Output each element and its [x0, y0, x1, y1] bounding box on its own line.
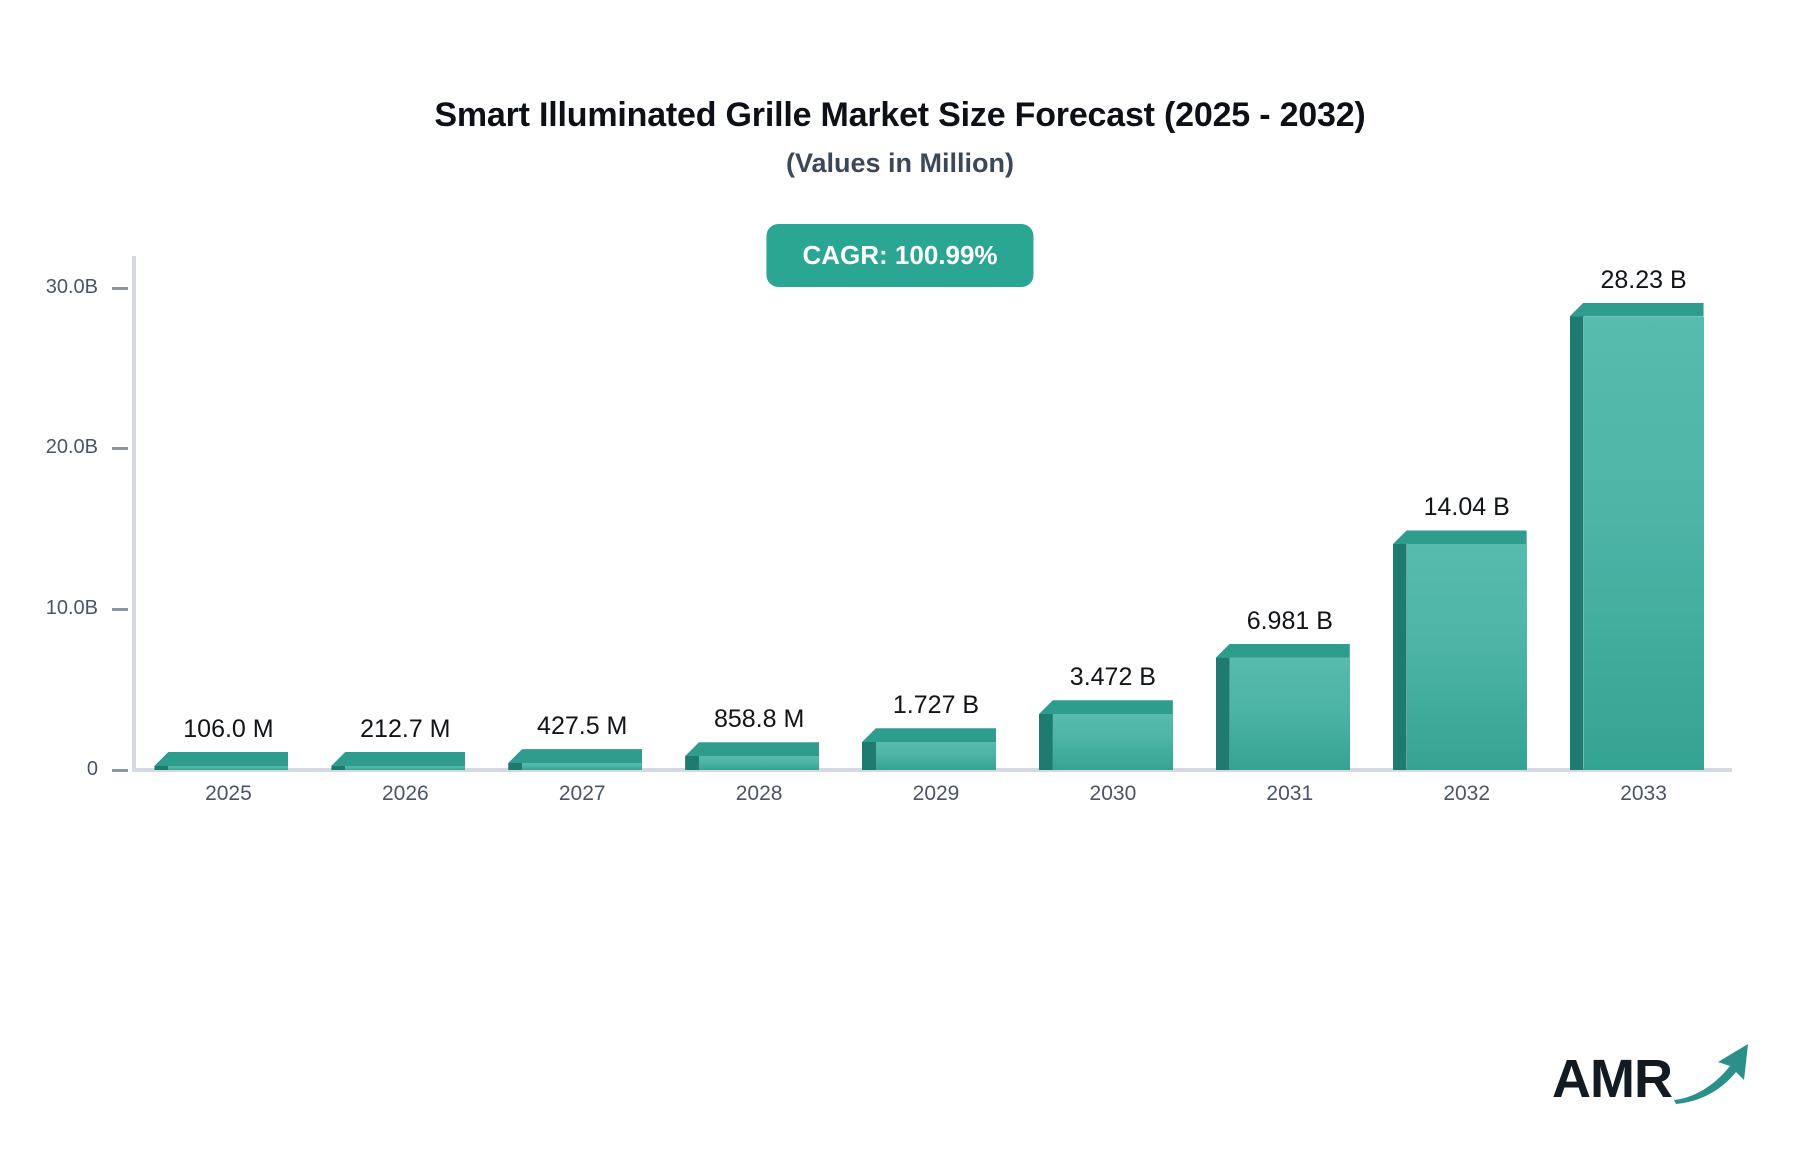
bar-front-face — [522, 763, 643, 770]
bar-value-label: 106.0 M — [183, 715, 274, 743]
bar-side-face — [1215, 643, 1230, 770]
bar-value-label: 212.7 M — [360, 715, 451, 743]
bar-top-face — [862, 728, 996, 743]
bar-slot: 858.8 M — [671, 256, 848, 770]
bar-top-face — [1569, 302, 1704, 317]
bar-side-face — [1392, 530, 1407, 770]
x-axis-label-2028: 2028 — [735, 782, 783, 805]
bar-slot: 106.0 M — [140, 256, 317, 770]
bar-top-face — [331, 752, 466, 766]
bar-front-face — [1406, 544, 1527, 770]
chart-subtitle: (Values in Million) — [785, 148, 1015, 178]
bar-slot: 212.7 M — [317, 256, 494, 770]
x-axis-label-2033: 2033 — [1620, 782, 1667, 805]
bar-body: 858.8 M — [685, 705, 820, 770]
x-axis-label-2029: 2029 — [912, 782, 960, 805]
bar-front-face — [1229, 657, 1350, 770]
bar-top-face — [154, 752, 289, 766]
x-axis-label-2030: 2030 — [1089, 782, 1137, 805]
bar-front-face — [168, 766, 289, 770]
bar-slot: 427.5 M — [494, 256, 671, 770]
bar-2030[interactable]: 3.472 B — [1038, 663, 1173, 770]
bar-body: 1.727 B — [862, 691, 996, 770]
bar-value-label: 1.727 B — [892, 691, 980, 720]
x-axis-label-2032: 2032 — [1443, 782, 1491, 805]
y-axis-tick-label: 10.0B — [45, 596, 98, 619]
y-axis-tick-mark — [112, 768, 128, 772]
bar-2027[interactable]: 427.5 M — [508, 712, 643, 770]
bar-front-face — [345, 766, 466, 770]
bar-value-label: 6.981 B — [1246, 606, 1333, 635]
bar-value-label: 427.5 M — [537, 712, 628, 741]
y-axis-tick-mark — [112, 607, 128, 611]
bar-body: 28.23 B — [1569, 266, 1704, 770]
bar-front-face — [876, 742, 996, 770]
growth-arrow-icon — [1674, 1044, 1748, 1104]
bar-value-label: 28.23 B — [1600, 265, 1687, 294]
bar-slot: 6.981 B — [1201, 256, 1378, 770]
bar-value-label: 858.8 M — [713, 705, 805, 734]
bar-value-label: 3.472 B — [1069, 663, 1156, 692]
x-axis-categories: 2025 2026 2027 2028 2029 2030 2031 2032 2033 — [140, 782, 1732, 806]
bar-top-face — [1038, 700, 1173, 715]
bar-series: 106.0 M 212.7 M 427.5 M 858.8 M 1.727 B 3.472… — [140, 256, 1732, 770]
bar-front-face — [1052, 714, 1173, 770]
bar-body: 427.5 M — [508, 712, 643, 770]
x-axis-line — [132, 768, 1732, 772]
x-axis-label-2031: 2031 — [1266, 782, 1314, 805]
bar-body: 6.981 B — [1215, 607, 1350, 770]
y-axis-tick-mark — [112, 286, 128, 290]
bar-2028[interactable]: 858.8 M — [685, 705, 820, 770]
amr-wordmark: AMR — [1552, 1049, 1673, 1109]
bar-2026[interactable]: 212.7 M — [331, 715, 466, 770]
bar-body: 3.472 B — [1038, 663, 1173, 770]
x-axis-label-2025: 2025 — [205, 782, 252, 805]
bar-front-face — [699, 756, 820, 770]
bar-top-face — [1392, 530, 1527, 545]
y-axis-line — [132, 256, 136, 770]
bar-slot: 3.472 B — [1024, 256, 1201, 770]
amr-logo: AMR — [1552, 1034, 1752, 1118]
y-axis-tick-label: 0 — [86, 757, 98, 780]
bar-body: 14.04 B — [1392, 493, 1527, 770]
bar-slot: 14.04 B — [1378, 256, 1555, 770]
y-axis-tick-label: 30.0B — [45, 275, 98, 298]
bar-top-face — [508, 749, 643, 764]
cagr-badge: CAGR: 100.99% — [766, 224, 1034, 287]
bar-2032[interactable]: 14.04 B — [1392, 493, 1527, 770]
bar-slot: 1.727 B — [848, 256, 1025, 770]
bar-2031[interactable]: 6.981 B — [1215, 607, 1350, 770]
bar-side-face — [1038, 700, 1053, 770]
x-axis-label-2027: 2027 — [558, 782, 606, 805]
bar-side-face — [1569, 302, 1584, 770]
bar-front-face — [1583, 316, 1704, 770]
bar-top-face — [685, 742, 820, 757]
bar-value-label: 14.04 B — [1423, 493, 1510, 522]
bar-body: 212.7 M — [331, 715, 466, 770]
y-axis-tick-label: 20.0B — [45, 436, 98, 459]
bar-2025[interactable]: 106.0 M — [154, 715, 289, 770]
page-title: Smart Illuminated Grille Market Size For… — [434, 96, 1366, 134]
y-axis-tick-mark — [112, 447, 128, 451]
bar-slot: 28.23 B — [1555, 256, 1732, 770]
bar-2033[interactable]: 28.23 B — [1569, 266, 1704, 770]
bar-body: 106.0 M — [154, 715, 289, 770]
bar-top-face — [1215, 643, 1350, 658]
x-axis-label-2026: 2026 — [381, 782, 429, 805]
bar-2029[interactable]: 1.727 B — [862, 691, 996, 770]
